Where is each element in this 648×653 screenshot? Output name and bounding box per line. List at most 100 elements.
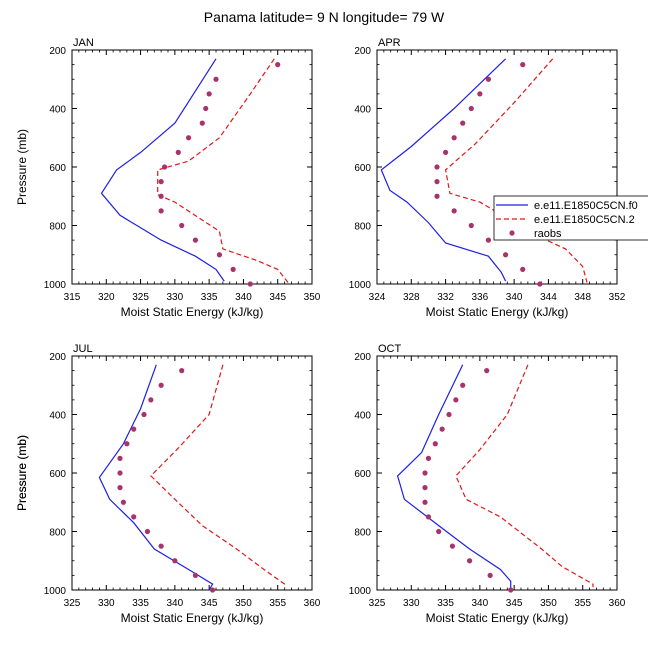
x-tick-label: 328 [403,292,420,303]
x-tick-label: 344 [540,292,557,303]
x-axis-title: Moist Static Energy (kJ/kg) [121,611,264,625]
panel-label: APR [378,37,401,49]
x-tick-label: 335 [437,598,454,609]
y-tick-label: 200 [49,352,66,363]
raobs-point [422,499,428,505]
raobs-point [158,179,164,185]
model-2-line [157,58,289,283]
raobs-point [185,135,192,141]
x-tick-label: 335 [132,598,149,609]
model-1-line [100,58,225,282]
legend: e.e11.E1850C5CN.f0 e.e11.E1850C5CN.2 raobs [493,195,648,241]
raobs-point [508,587,514,593]
y-tick-label: 1000 [44,586,67,597]
model-1-line [380,58,507,282]
x-tick-label: 360 [609,598,626,609]
y-axis-title: Pressure (mb) [15,435,29,511]
raobs-point [275,62,281,68]
raobs-point [144,528,151,535]
raobs-point [468,222,474,229]
x-axis-title: Moist Static Energy (kJ/kg) [121,305,264,319]
x-tick-label: 348 [574,292,591,303]
x-tick-label: 340 [506,292,523,303]
model-2-line [444,58,588,283]
raobs-point [199,120,205,126]
panel-oct: 325 330 335 340 345 350 355 360 200 400 600 800 1000… [15,343,626,625]
raobs-point [158,382,164,388]
legend-box [493,195,648,241]
plot-frame [376,355,618,591]
raobs-point [117,470,123,476]
y-tick-label: 800 [354,222,371,233]
x-tick-label: 350 [304,292,321,303]
x-tick-label: 330 [167,292,184,303]
raobs-point [434,193,440,199]
y-tick-label: 1000 [349,586,372,597]
raobs-point [131,426,137,432]
raobs-point [466,558,473,564]
raobs-point [446,411,452,418]
panel-label: OCT [378,343,402,355]
raobs-point [451,135,457,141]
raobs-point [537,281,543,287]
model-2-line [455,364,594,588]
model-2-line [150,364,286,589]
y-tick-label: 800 [49,528,66,539]
x-tick-label: 340 [167,598,184,609]
raobs-point [425,514,432,520]
raobs-point [213,76,219,82]
raobs-point [484,368,490,374]
raobs-point [216,252,223,258]
x-tick-label: 345 [201,598,218,609]
raobs-point [485,76,492,82]
y-tick-label: 800 [354,528,371,539]
panel-jan: 315 320 325 330 335 340 345 350 200 400 600 800 1000… [15,37,321,319]
x-tick-label: 360 [304,598,321,609]
x-tick-label: 355 [574,598,591,609]
raobs-point [117,485,123,491]
raobs-point [209,587,216,593]
panel-jul: 325 330 335 340 345 350 355 360 200 400 600 800 1000… [15,343,321,625]
raobs-point [453,397,459,403]
raobs-point [439,426,445,432]
legend-label: e.e11.E1850C5CN.2 [534,214,635,226]
x-tick-label: 350 [540,598,557,609]
x-tick-label: 330 [98,598,115,609]
y-tick-label: 200 [354,352,371,363]
x-tick-label: 340 [235,292,252,303]
raobs-point [172,558,178,564]
y-tick-label: 400 [354,411,371,422]
raobs-point [247,281,253,287]
x-axis-title: Moist Static Energy (kJ/kg) [426,305,569,319]
raobs-point [179,368,185,374]
raobs-point [203,105,209,112]
x-tick-label: 355 [269,598,286,609]
x-tick-label: 315 [64,292,81,303]
panel-apr: 324 328 332 336 340 344 348 352 200 400 600 800 1000… [349,37,626,319]
raobs-point [158,208,164,214]
raobs-point [451,208,457,214]
y-axis-title: Pressure (mb) [15,129,29,205]
page-title: Panama latitude= 9 N longitude= 79 W [204,9,445,25]
raobs-point [131,514,137,520]
raobs-point [161,164,168,170]
raobs-point [422,485,428,491]
model-1-line [396,364,512,589]
raobs-point [460,120,466,126]
x-tick-label: 330 [403,598,420,609]
raobs-point [192,237,199,243]
y-tick-label: 600 [354,469,371,480]
raobs-point [485,237,492,243]
raobs-point [432,441,438,447]
y-tick-label: 600 [49,163,66,174]
raobs-point [487,572,493,578]
raobs-point [502,252,509,258]
raobs-point [117,455,123,461]
raobs-point [449,543,456,549]
x-tick-label: 325 [64,598,81,609]
x-tick-label: 325 [132,292,149,303]
x-tick-label: 332 [437,292,454,303]
raobs-point [141,411,147,418]
raobs-point [436,528,442,535]
